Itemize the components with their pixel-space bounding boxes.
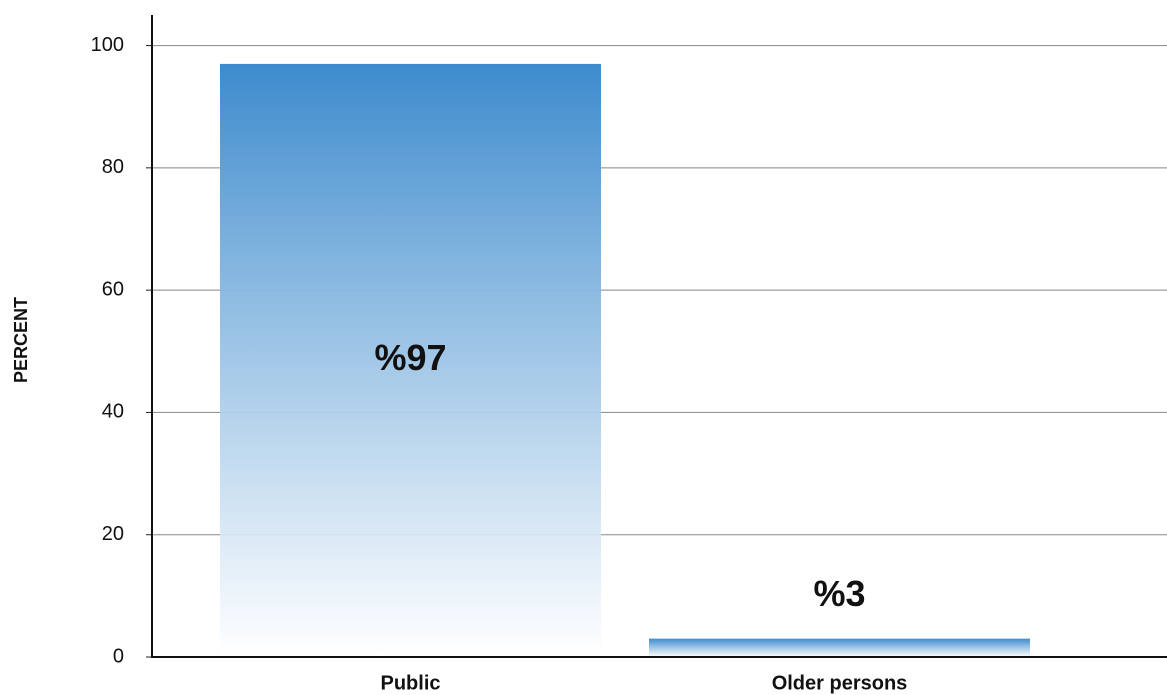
bar: [649, 638, 1030, 657]
y-tick-label: 0: [113, 645, 124, 667]
y-axis-label: PERCENT: [11, 297, 31, 383]
y-tick-label: 40: [102, 401, 124, 423]
value-label: %97: [374, 337, 446, 378]
y-tick-label: 100: [91, 34, 124, 56]
value-label: %3: [813, 573, 865, 614]
bar: [220, 63, 601, 657]
y-tick-label: 60: [102, 278, 124, 300]
x-tick-label: Older persons: [772, 672, 908, 694]
y-tick-label: 20: [102, 523, 124, 545]
x-tick-label: Public: [380, 672, 440, 694]
y-tick-label: 80: [102, 156, 124, 178]
